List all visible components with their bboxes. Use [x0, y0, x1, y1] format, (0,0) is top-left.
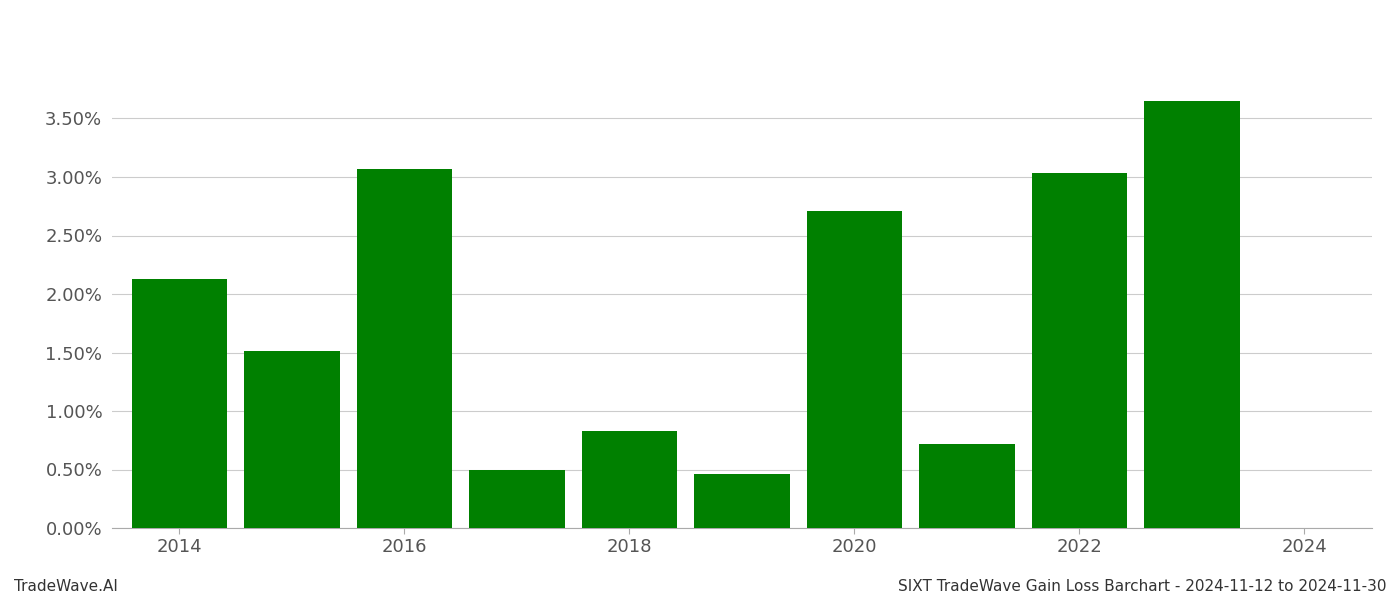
Bar [469, 469, 564, 528]
Text: SIXT TradeWave Gain Loss Barchart - 2024-11-12 to 2024-11-30: SIXT TradeWave Gain Loss Barchart - 2024… [897, 579, 1386, 594]
Bar [806, 211, 903, 528]
Bar [1032, 173, 1127, 528]
Bar [357, 169, 452, 528]
Bar [581, 431, 678, 528]
Bar [694, 474, 790, 528]
Bar [1144, 101, 1240, 528]
Text: TradeWave.AI: TradeWave.AI [14, 579, 118, 594]
Bar [920, 444, 1015, 528]
Bar [132, 279, 227, 528]
Bar [244, 352, 340, 528]
